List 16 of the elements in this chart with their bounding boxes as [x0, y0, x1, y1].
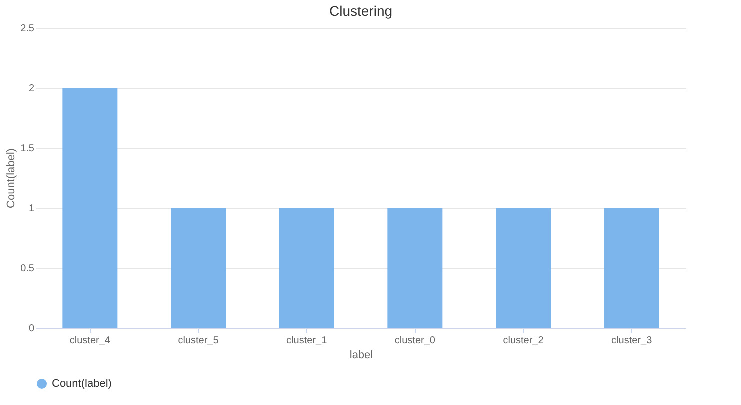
x-tick-label: cluster_4	[70, 336, 111, 346]
y-tick-label: 0.5	[20, 264, 35, 274]
y-tick-label: 1	[28, 204, 35, 214]
chart-title: Clustering	[329, 3, 393, 19]
y-tick-label: 2.5	[20, 24, 35, 34]
x-tick-label: cluster_0	[394, 336, 436, 346]
x-tick-label: cluster_5	[178, 336, 220, 346]
y-tick-label: 0	[28, 324, 35, 334]
x-tick-label: cluster_1	[286, 336, 328, 346]
legend-label: Count(label)	[52, 378, 112, 390]
y-axis-title: Count(label)	[6, 148, 18, 208]
y-tick-label: 2	[28, 84, 35, 94]
x-axis-title: label	[350, 350, 374, 362]
y-tick-label: 1.5	[20, 144, 35, 154]
x-tick-label: cluster_2	[503, 336, 544, 346]
x-tick-label: cluster_3	[612, 336, 653, 346]
